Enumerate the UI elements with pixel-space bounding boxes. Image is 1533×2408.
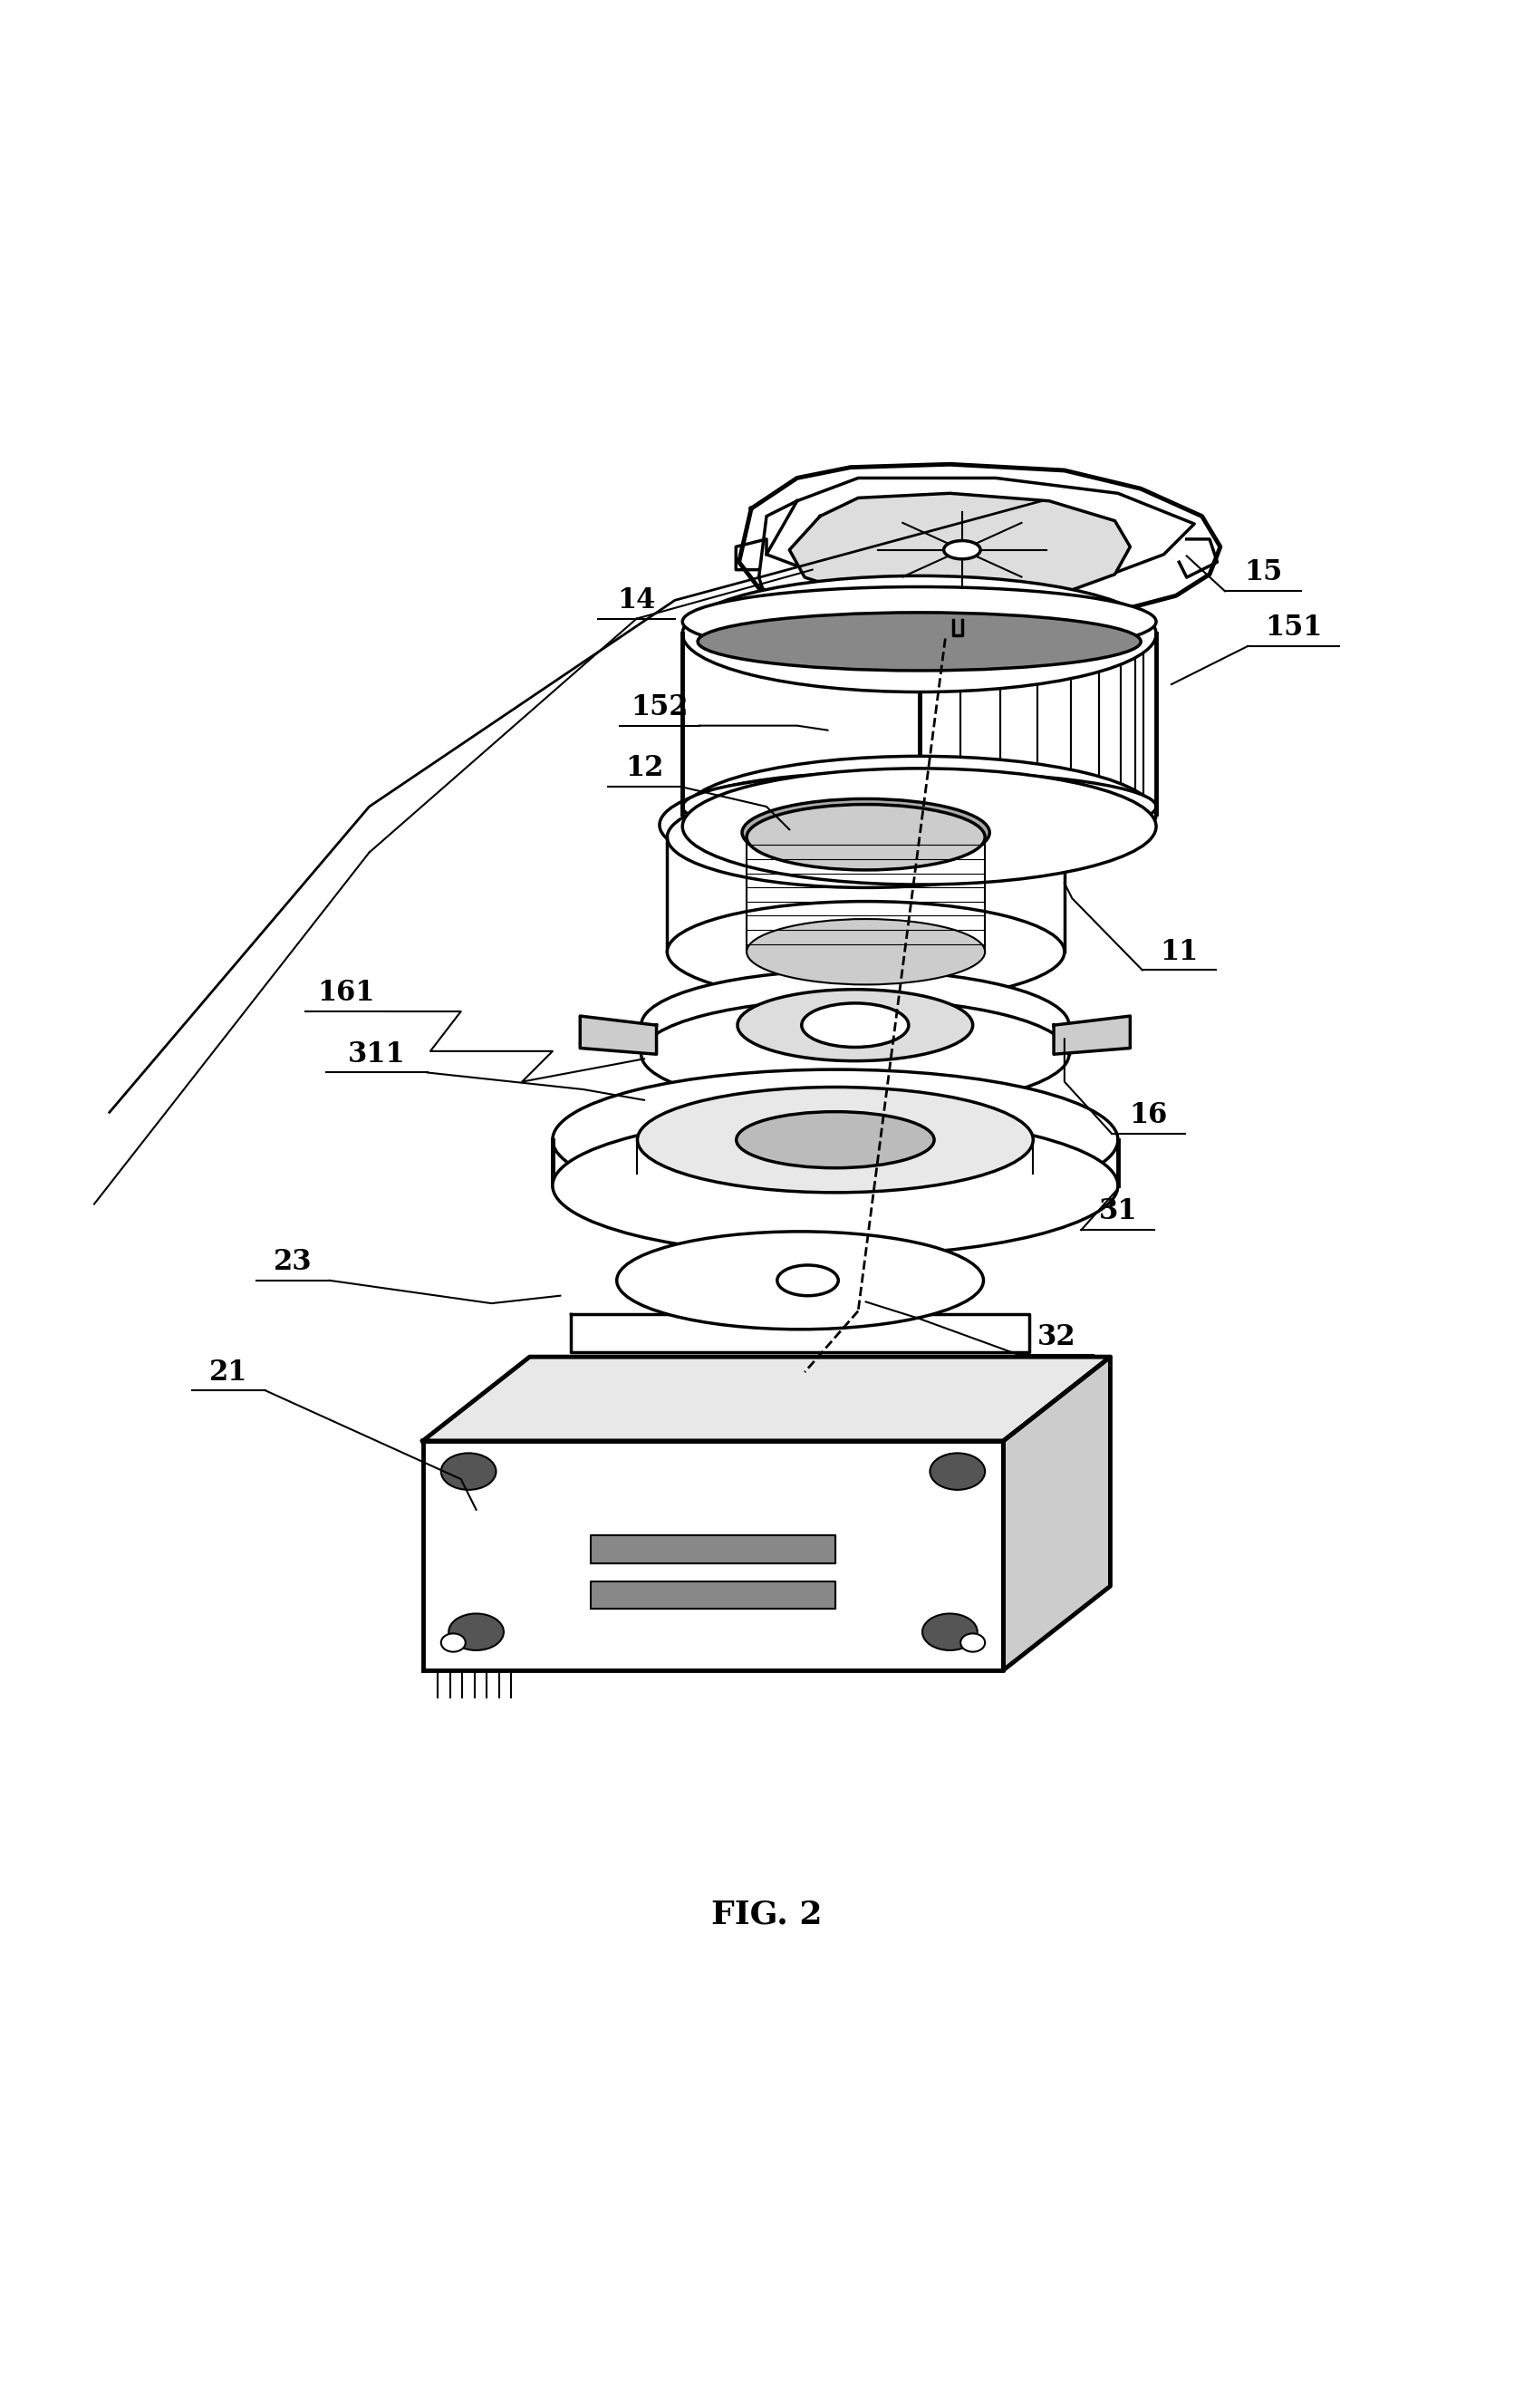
Ellipse shape	[682, 756, 1156, 872]
Ellipse shape	[641, 999, 1069, 1110]
Polygon shape	[681, 1247, 785, 1259]
Polygon shape	[789, 494, 1130, 600]
Polygon shape	[590, 1536, 835, 1563]
Polygon shape	[1053, 1016, 1130, 1055]
Text: 16: 16	[1130, 1100, 1168, 1129]
Polygon shape	[829, 1296, 952, 1300]
Ellipse shape	[923, 1613, 978, 1649]
Ellipse shape	[747, 804, 986, 869]
Ellipse shape	[682, 576, 1156, 691]
Polygon shape	[812, 1230, 823, 1259]
Ellipse shape	[667, 787, 1064, 889]
Polygon shape	[736, 539, 766, 571]
Ellipse shape	[659, 773, 1072, 877]
Polygon shape	[590, 1582, 835, 1609]
Text: 161: 161	[317, 980, 376, 1007]
Ellipse shape	[944, 542, 981, 559]
Polygon shape	[707, 1291, 760, 1322]
Polygon shape	[845, 1250, 934, 1276]
Polygon shape	[1179, 539, 1217, 578]
Ellipse shape	[747, 920, 986, 985]
Ellipse shape	[682, 773, 1156, 840]
Ellipse shape	[641, 970, 1069, 1081]
Text: 311: 311	[348, 1040, 406, 1069]
Ellipse shape	[742, 799, 990, 867]
Polygon shape	[739, 465, 1220, 621]
Ellipse shape	[737, 990, 973, 1062]
Polygon shape	[667, 838, 1064, 1002]
Ellipse shape	[667, 901, 1064, 1002]
Polygon shape	[570, 1315, 1029, 1353]
Ellipse shape	[616, 1230, 984, 1329]
Polygon shape	[423, 1440, 1003, 1671]
Ellipse shape	[449, 1613, 504, 1649]
Text: 152: 152	[630, 694, 688, 722]
Ellipse shape	[682, 768, 1156, 884]
Text: 23: 23	[273, 1247, 313, 1276]
Ellipse shape	[736, 1112, 934, 1168]
Ellipse shape	[552, 1069, 1118, 1211]
Text: 14: 14	[618, 585, 656, 614]
Text: 11: 11	[1160, 937, 1199, 966]
Polygon shape	[1003, 1356, 1110, 1671]
Polygon shape	[579, 1016, 656, 1055]
Ellipse shape	[777, 1264, 839, 1296]
Polygon shape	[766, 479, 1194, 585]
Ellipse shape	[442, 1452, 497, 1491]
Text: 32: 32	[1038, 1322, 1076, 1351]
Ellipse shape	[552, 1115, 1118, 1257]
Ellipse shape	[961, 1633, 986, 1652]
Text: FIG. 2: FIG. 2	[711, 1900, 822, 1931]
Ellipse shape	[931, 1452, 986, 1491]
Polygon shape	[793, 1303, 846, 1327]
Ellipse shape	[698, 612, 1141, 669]
Text: 15: 15	[1243, 559, 1282, 588]
Polygon shape	[423, 1356, 1110, 1440]
Polygon shape	[635, 1271, 757, 1288]
Text: 12: 12	[625, 754, 664, 783]
Polygon shape	[759, 501, 797, 600]
Ellipse shape	[638, 1086, 1033, 1192]
Text: 31: 31	[1099, 1197, 1137, 1226]
Ellipse shape	[682, 588, 1156, 657]
Ellipse shape	[442, 1633, 466, 1652]
Ellipse shape	[802, 1004, 909, 1047]
Text: 151: 151	[1265, 614, 1323, 643]
Text: 21: 21	[210, 1358, 248, 1387]
